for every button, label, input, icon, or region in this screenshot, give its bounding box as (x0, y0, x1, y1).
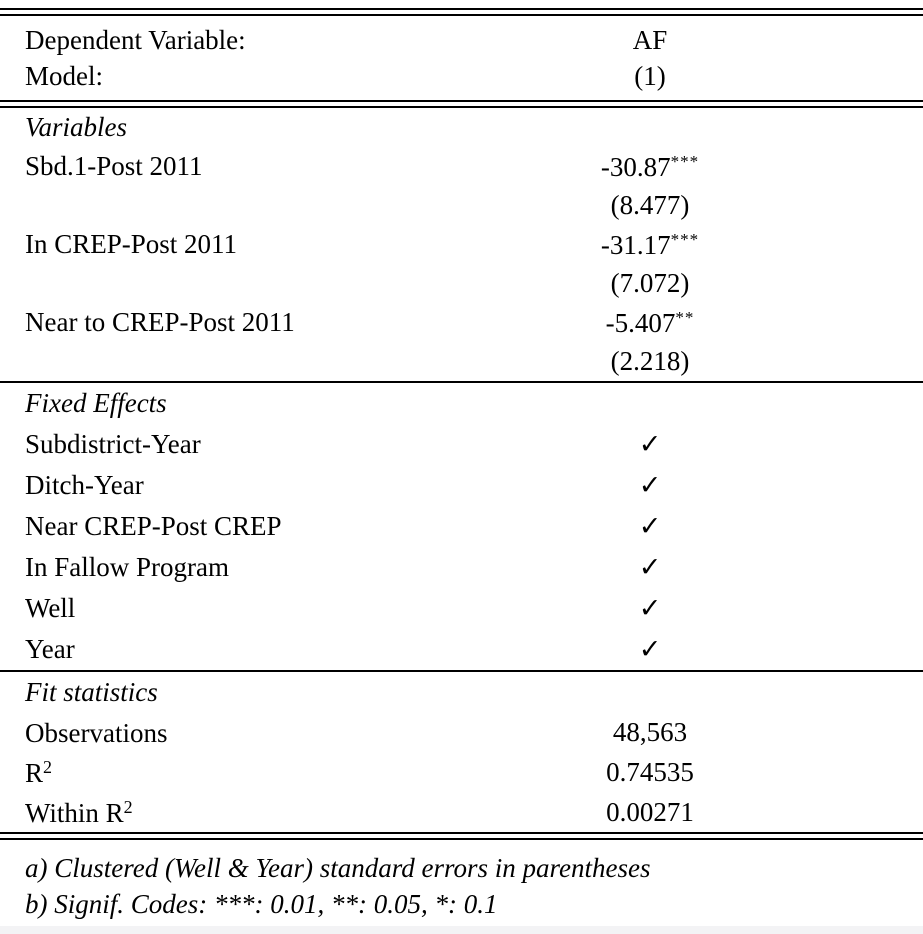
header-row-model: Model: (1) (0, 58, 923, 94)
coefficient-row: Near to CREP-Post 2011 -5.407** (0, 303, 923, 342)
fixed-effect-label: In Fallow Program (25, 552, 229, 582)
header-row-dependent-variable: Dependent Variable: AF (0, 22, 923, 58)
fixed-effect-label: Year (25, 634, 75, 664)
fit-statistics-section: Fit statistics Observations 48,563 R2 0.… (0, 672, 923, 832)
footnote-significance-codes: b) Signif. Codes: ***: 0.01, **: 0.05, *… (25, 889, 498, 919)
fixed-effect-label: Well (25, 593, 76, 623)
model-label: Model: (25, 60, 103, 91)
coefficient-value: -5.407** (605, 307, 695, 338)
fit-statistic-label: Observations (25, 717, 168, 748)
fixed-effect-row: Well ✓ (0, 588, 923, 629)
variable-label: Sbd.1-Post 2011 (25, 151, 203, 181)
fit-statistic-row: Within R2 0.00271 (0, 792, 923, 832)
checkmark: ✓ (638, 634, 662, 664)
fixed-effect-row: Ditch-Year ✓ (0, 465, 923, 506)
fixed-effect-label: Near CREP-Post CREP (25, 511, 282, 541)
bottom-double-rule (0, 832, 923, 840)
fixed-effects-bottom-rule (0, 670, 923, 672)
fixed-effect-label: Ditch-Year (25, 470, 144, 500)
fixed-effects-section-title-row: Fixed Effects (0, 383, 923, 424)
checkmark: ✓ (638, 593, 662, 623)
significance-stars: *** (670, 229, 700, 249)
fit-statistic-label: R2 (25, 756, 53, 788)
model-value: (1) (634, 60, 666, 91)
variable-label: In CREP-Post 2011 (25, 229, 238, 259)
coefficient-row: Sbd.1-Post 2011 -30.87*** (0, 147, 923, 186)
standard-error-row: (2.218) (0, 342, 923, 381)
coefficient-value: -31.17*** (600, 229, 700, 260)
variables-section-title-row: Variables (0, 108, 923, 147)
fixed-effect-row: In Fallow Program ✓ (0, 547, 923, 588)
standard-error-value: (7.072) (610, 268, 690, 298)
fit-statistic-value: 0.74535 (606, 756, 694, 787)
header-double-rule (0, 100, 923, 108)
coefficient-row: In CREP-Post 2011 -31.17*** (0, 225, 923, 264)
fit-statistic-value: 0.00271 (606, 796, 694, 827)
variables-section: Variables Sbd.1-Post 2011 -30.87*** (8.4… (0, 108, 923, 381)
fit-statistic-value: 48,563 (612, 716, 688, 747)
fit-statistic-label: Within R2 (25, 796, 133, 828)
fixed-effects-section-title: Fixed Effects (25, 388, 167, 418)
standard-error-row: (8.477) (0, 186, 923, 225)
significance-stars: ** (675, 307, 695, 327)
fit-statistics-section-title: Fit statistics (25, 676, 158, 707)
standard-error-value: (2.218) (610, 346, 690, 376)
fixed-effect-label: Subdistrict-Year (25, 429, 201, 459)
table-footnotes: a) Clustered (Well & Year) standard erro… (0, 840, 923, 922)
fixed-effects-section: Fixed Effects Subdistrict-Year ✓ Ditch-Y… (0, 383, 923, 670)
significance-stars: *** (670, 151, 700, 171)
variable-label: Near to CREP-Post 2011 (25, 307, 295, 337)
bottom-edge-strip (0, 926, 923, 934)
variables-bottom-rule (0, 381, 923, 383)
fit-statistics-section-title-row: Fit statistics (0, 672, 923, 712)
standard-error-value: (8.477) (610, 190, 690, 220)
fit-statistic-row: Observations 48,563 (0, 712, 923, 752)
fixed-effect-row: Subdistrict-Year ✓ (0, 424, 923, 465)
checkmark: ✓ (638, 511, 662, 541)
top-double-rule (0, 8, 923, 16)
fixed-effect-row: Year ✓ (0, 629, 923, 670)
table-header: Dependent Variable: AF Model: (1) (0, 16, 923, 100)
checkmark: ✓ (638, 552, 662, 582)
variables-section-title: Variables (25, 112, 128, 142)
coefficient-value: -30.87*** (600, 151, 700, 182)
fixed-effect-row: Near CREP-Post CREP ✓ (0, 506, 923, 547)
checkmark: ✓ (638, 470, 662, 500)
dependent-variable-value: AF (632, 24, 668, 55)
checkmark: ✓ (638, 429, 662, 459)
fit-statistic-row: R2 0.74535 (0, 752, 923, 792)
footnote-clustered-se: a) Clustered (Well & Year) standard erro… (25, 853, 651, 883)
dependent-variable-label: Dependent Variable: (25, 24, 246, 55)
standard-error-row: (7.072) (0, 264, 923, 303)
